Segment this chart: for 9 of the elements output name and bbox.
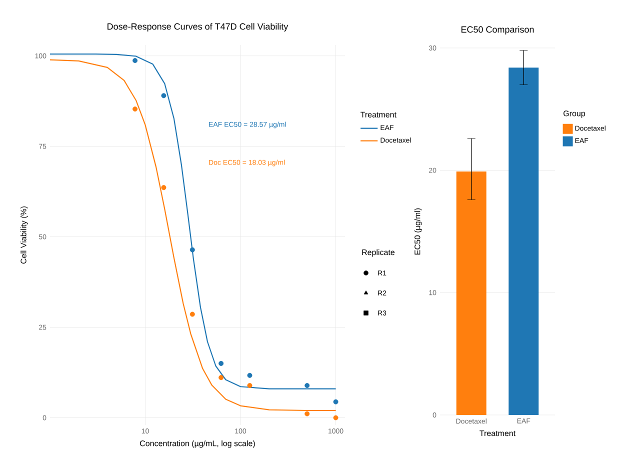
x-axis-title: Concentration (µg/mL, log scale) (140, 440, 255, 448)
y-axis-title: Cell Viability (%) (20, 206, 28, 264)
chart-title: EC50 Comparison (461, 26, 534, 34)
legend-title: Treatment (360, 112, 396, 118)
text: Replicate (362, 249, 395, 257)
chart-title: Dose-Response Curves of T47D Cell Viability (108, 23, 288, 32)
legend-title: Group (564, 110, 586, 118)
x-axis-title: Treatment (480, 430, 516, 436)
y-axis-title: EC50 (µg/ml) (414, 208, 422, 254)
